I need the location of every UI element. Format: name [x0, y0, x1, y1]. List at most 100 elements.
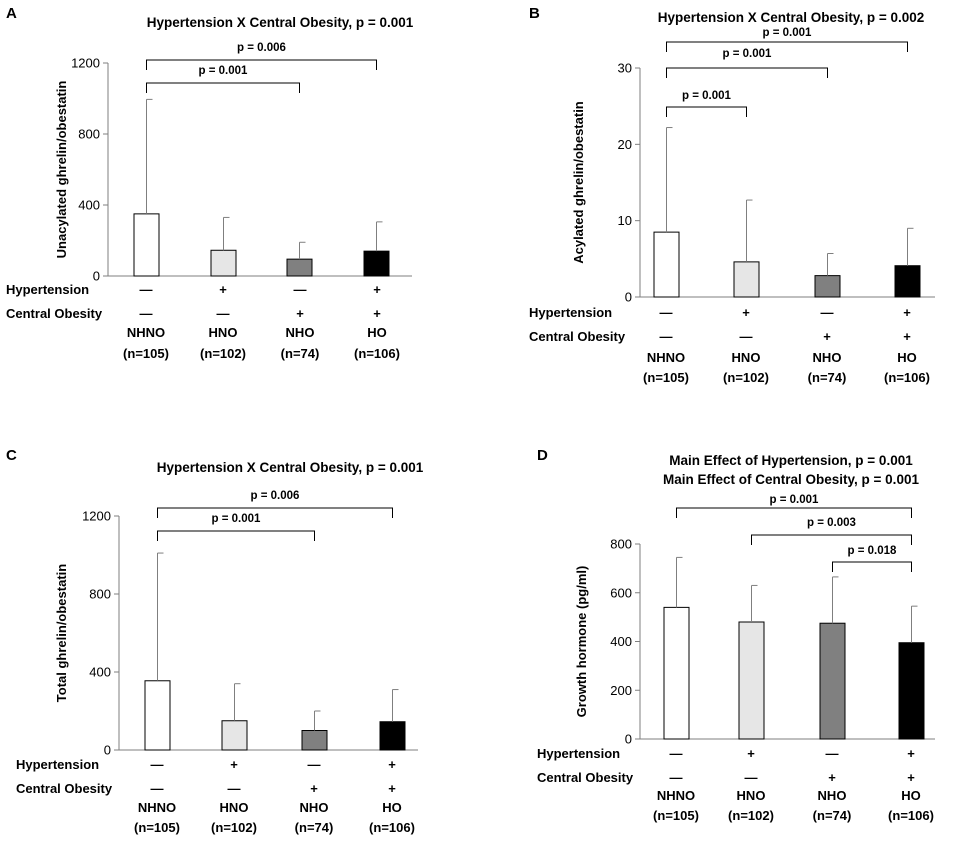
obesity-sign: — [660, 329, 673, 344]
group-n-label: (n=105) [134, 820, 180, 835]
y-tick-label: 0 [625, 732, 632, 747]
significance-label: p = 0.001 [770, 494, 820, 506]
group-n-label: (n=102) [200, 346, 246, 361]
chart-title: Main Effect of Hypertension, p = 0.001 [669, 453, 913, 468]
row-label-central-obesity: Central Obesity [16, 781, 113, 796]
hypertension-sign: + [388, 757, 396, 772]
hypertension-sign: + [373, 282, 381, 297]
bar-nhno [663, 606, 690, 740]
obesity-sign: + [373, 306, 381, 321]
row-label-hypertension: Hypertension [537, 746, 620, 761]
hypertension-sign: + [742, 305, 750, 320]
bar-ho [363, 250, 390, 277]
significance-bracket [832, 561, 912, 572]
y-tick-label: 1200 [71, 56, 100, 71]
bar-nho [286, 258, 313, 277]
y-tick-label: 400 [78, 198, 100, 213]
significance-bracket [157, 530, 315, 541]
hypertension-sign: + [747, 746, 755, 761]
obesity-sign: + [296, 306, 304, 321]
y-tick-label: 0 [93, 269, 100, 284]
significance-bracket [666, 106, 747, 117]
chart-title: Hypertension X Central Obesity, p = 0.00… [658, 10, 924, 25]
panel-letter: B [529, 5, 540, 22]
hypertension-sign: + [219, 282, 227, 297]
group-label: HO [367, 325, 387, 340]
y-axis-label: Acylated ghrelin/obestatin [571, 101, 586, 264]
group-label: NHO [300, 800, 329, 815]
significance-label: p = 0.001 [763, 27, 813, 39]
hypertension-sign: + [903, 305, 911, 320]
group-label: NHNO [657, 788, 695, 803]
hypertension-sign: — [308, 757, 321, 772]
row-label-central-obesity: Central Obesity [6, 306, 103, 321]
obesity-sign: + [907, 770, 915, 785]
bar-nho [814, 275, 841, 298]
group-n-label: (n=74) [813, 808, 852, 823]
bar-nho [301, 730, 328, 751]
hypertension-sign: — [826, 746, 839, 761]
group-label: NHO [818, 788, 847, 803]
group-n-label: (n=105) [643, 370, 689, 385]
group-label: HNO [737, 788, 766, 803]
y-tick-label: 10 [618, 213, 632, 228]
group-label: NHO [813, 350, 842, 365]
hypertension-sign: — [294, 282, 307, 297]
bar-hno [733, 261, 760, 298]
panel-letter: C [6, 447, 17, 464]
hypertension-sign: — [151, 757, 164, 772]
group-n-label: (n=106) [884, 370, 930, 385]
y-axis-label: Total ghrelin/obestatin [54, 564, 69, 702]
group-n-label: (n=106) [888, 808, 934, 823]
bar-nho [819, 622, 846, 740]
group-n-label: (n=102) [211, 820, 257, 835]
significance-label: p = 0.001 [682, 90, 732, 102]
group-label: NHNO [647, 350, 685, 365]
bar-ho [379, 721, 406, 751]
obesity-sign: + [823, 329, 831, 344]
panel-b: B Hypertension X Central Obesity, p = 0.0… [529, 5, 935, 385]
significance-label: p = 0.001 [723, 48, 773, 60]
hypertension-sign: — [670, 746, 683, 761]
obesity-sign: — [151, 781, 164, 796]
hypertension-sign: + [907, 746, 915, 761]
significance-bracket [666, 67, 828, 78]
significance-bracket [157, 507, 393, 518]
panel-letter: A [6, 5, 17, 22]
obesity-sign: — [140, 306, 153, 321]
y-tick-label: 800 [610, 537, 632, 552]
significance-bracket [676, 507, 912, 518]
group-label: HNO [220, 800, 249, 815]
bar-hno [221, 720, 248, 751]
significance-bracket [751, 534, 912, 545]
row-label-central-obesity: Central Obesity [537, 770, 634, 785]
group-label: NHNO [127, 325, 165, 340]
significance-label: p = 0.006 [251, 490, 300, 502]
y-tick-label: 800 [78, 127, 100, 142]
chart-title: Hypertension X Central Obesity, p = 0.00… [157, 460, 424, 475]
hypertension-sign: — [821, 305, 834, 320]
row-label-hypertension: Hypertension [6, 282, 89, 297]
significance-label: p = 0.003 [807, 517, 856, 529]
significance-label: p = 0.006 [237, 42, 286, 54]
group-n-label: (n=106) [369, 820, 415, 835]
y-tick-label: 400 [89, 665, 111, 680]
y-tick-label: 600 [610, 585, 632, 600]
chart-title: Hypertension X Central Obesity, p = 0.00… [147, 15, 414, 30]
significance-label: p = 0.018 [848, 545, 898, 557]
bar-hno [210, 249, 237, 277]
group-label: NHNO [138, 800, 176, 815]
y-tick-label: 0 [104, 743, 111, 758]
row-label-central-obesity: Central Obesity [529, 329, 626, 344]
significance-label: p = 0.001 [212, 513, 262, 525]
obesity-sign: — [228, 781, 241, 796]
hypertension-sign: — [140, 282, 153, 297]
bar-ho [898, 642, 925, 740]
group-n-label: (n=105) [123, 346, 169, 361]
obesity-sign: — [740, 329, 753, 344]
row-label-hypertension: Hypertension [16, 757, 99, 772]
panel-d: D Main Effect of Hypertension, p = 0.001 M… [537, 447, 935, 823]
group-n-label: (n=74) [281, 346, 320, 361]
obesity-sign: + [828, 770, 836, 785]
